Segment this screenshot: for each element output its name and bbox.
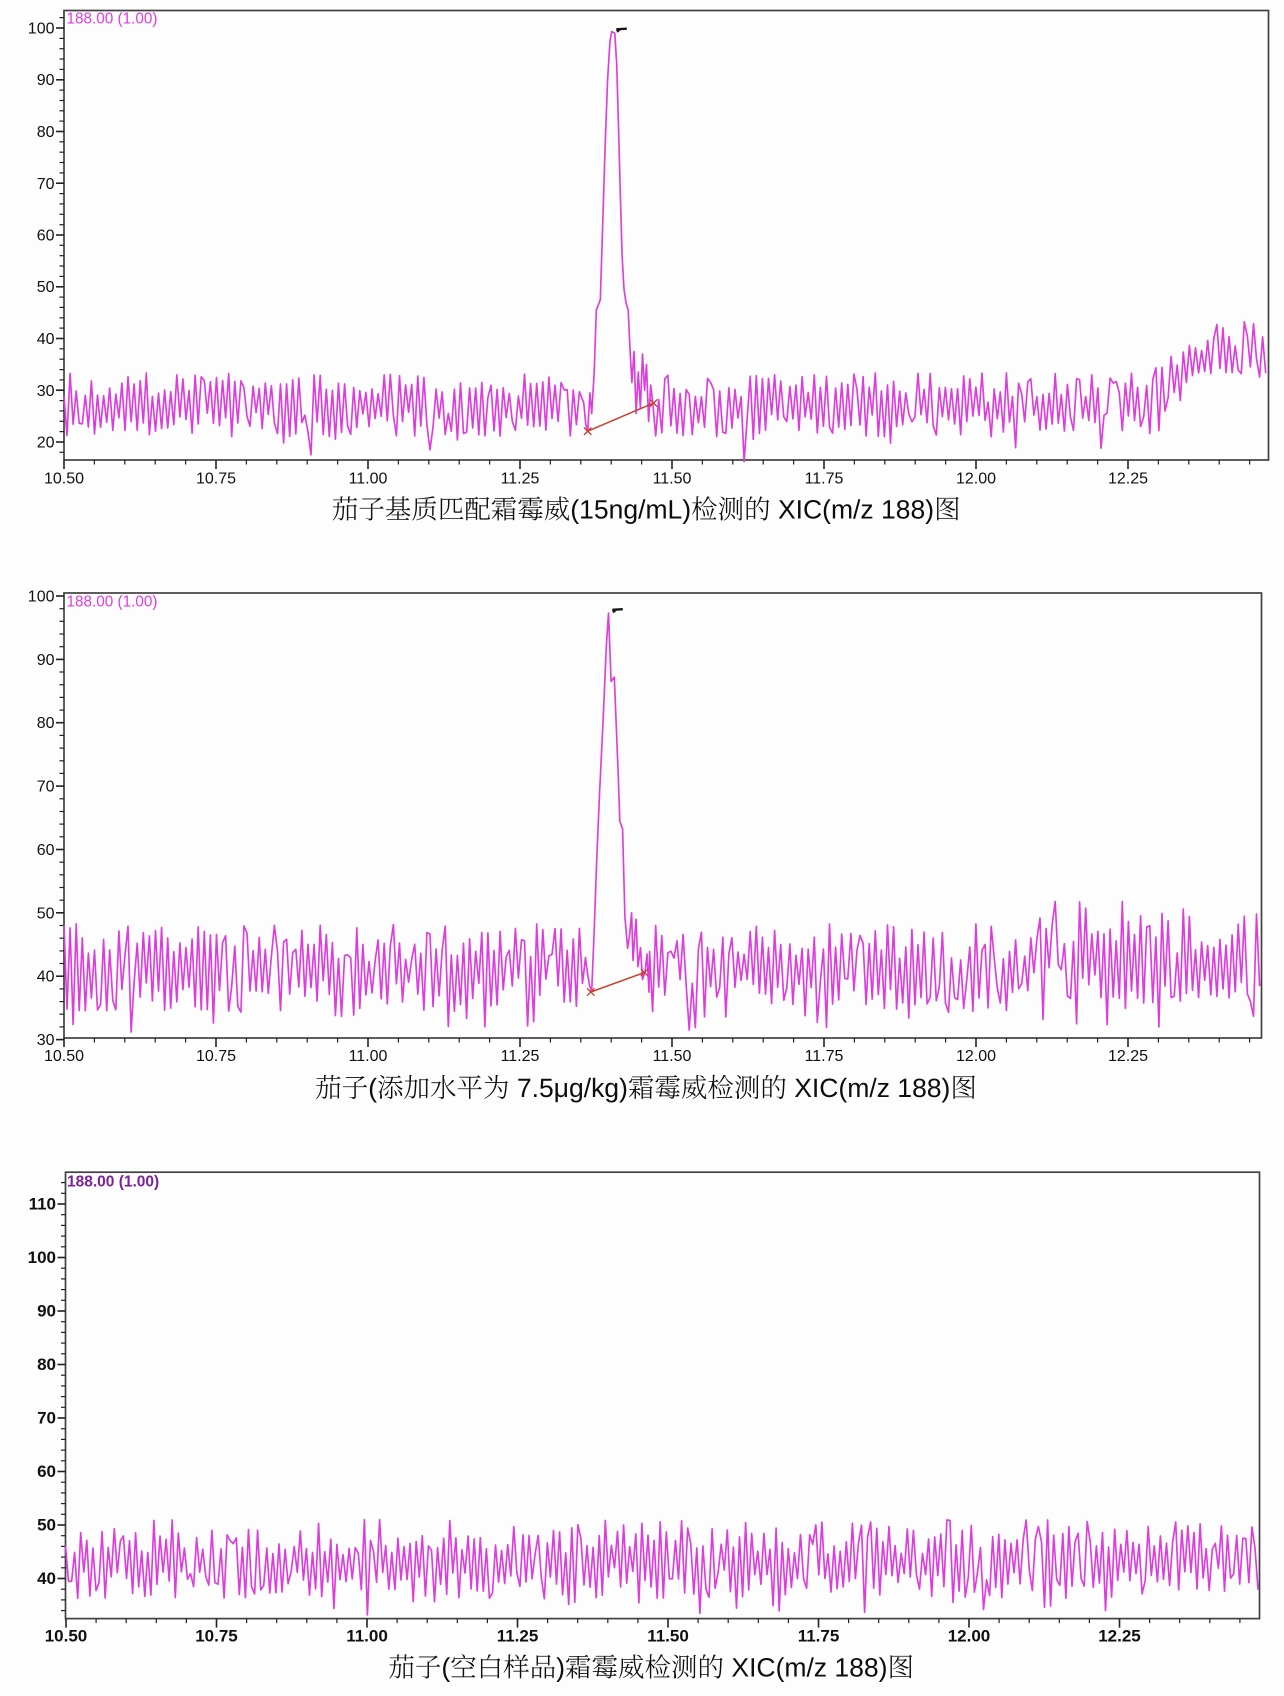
svg-text:11.25: 11.25 xyxy=(501,471,540,488)
svg-text:70: 70 xyxy=(37,779,55,796)
svg-text:11.00: 11.00 xyxy=(349,471,388,488)
svg-text:60: 60 xyxy=(37,1462,56,1481)
svg-text:188.00 (1.00): 188.00 (1.00) xyxy=(67,1174,159,1191)
svg-text:11.50: 11.50 xyxy=(653,1048,692,1065)
svg-text:12.25: 12.25 xyxy=(1098,1627,1141,1646)
svg-text:50: 50 xyxy=(37,905,55,922)
svg-text:80: 80 xyxy=(37,715,55,732)
svg-text:10.75: 10.75 xyxy=(196,1048,236,1065)
svg-text:188.00 (1.00): 188.00 (1.00) xyxy=(67,11,158,28)
svg-text:100: 100 xyxy=(28,589,55,606)
svg-text:110: 110 xyxy=(29,1195,56,1214)
svg-text:12.00: 12.00 xyxy=(956,471,996,488)
svg-text:12.00: 12.00 xyxy=(948,1627,991,1646)
svg-text:188.00 (1.00): 188.00 (1.00) xyxy=(67,594,158,611)
svg-text:10.75: 10.75 xyxy=(196,471,236,488)
svg-text:10.75: 10.75 xyxy=(195,1627,238,1646)
svg-text:11.75: 11.75 xyxy=(805,471,844,488)
svg-text:10.50: 10.50 xyxy=(44,1048,84,1065)
svg-text:12.25: 12.25 xyxy=(1108,1048,1148,1065)
svg-text:11.50: 11.50 xyxy=(647,1627,689,1646)
svg-text:40: 40 xyxy=(37,331,55,348)
svg-text:60: 60 xyxy=(37,842,55,859)
svg-text:11.25: 11.25 xyxy=(501,1048,540,1065)
svg-text:80: 80 xyxy=(37,1355,56,1374)
svg-text:10.50: 10.50 xyxy=(45,1627,88,1646)
svg-text:30: 30 xyxy=(37,1032,55,1049)
svg-text:100: 100 xyxy=(28,21,55,38)
svg-text:11.00: 11.00 xyxy=(349,1048,388,1065)
svg-text:50: 50 xyxy=(37,279,55,296)
svg-text:70: 70 xyxy=(37,176,55,193)
svg-text:70: 70 xyxy=(37,1409,56,1428)
svg-text:100: 100 xyxy=(28,1248,56,1267)
svg-text:11.00: 11.00 xyxy=(346,1627,388,1646)
svg-text:40: 40 xyxy=(37,969,55,986)
svg-text:50: 50 xyxy=(37,1516,56,1535)
svg-text:90: 90 xyxy=(37,652,55,669)
svg-text:90: 90 xyxy=(37,1302,56,1321)
svg-text:11.50: 11.50 xyxy=(653,471,692,488)
svg-text:60: 60 xyxy=(37,228,55,245)
svg-text:11.75: 11.75 xyxy=(805,1048,844,1065)
svg-text:11.25: 11.25 xyxy=(497,1627,539,1646)
svg-text:12.00: 12.00 xyxy=(956,1048,996,1065)
svg-text:80: 80 xyxy=(37,124,55,141)
svg-text:10.50: 10.50 xyxy=(44,471,84,488)
svg-text:12.25: 12.25 xyxy=(1108,471,1148,488)
svg-text:20: 20 xyxy=(37,435,55,452)
svg-text:30: 30 xyxy=(37,383,55,400)
svg-text:40: 40 xyxy=(37,1569,56,1588)
svg-text:11.75: 11.75 xyxy=(798,1627,840,1646)
svg-text:90: 90 xyxy=(37,72,55,89)
